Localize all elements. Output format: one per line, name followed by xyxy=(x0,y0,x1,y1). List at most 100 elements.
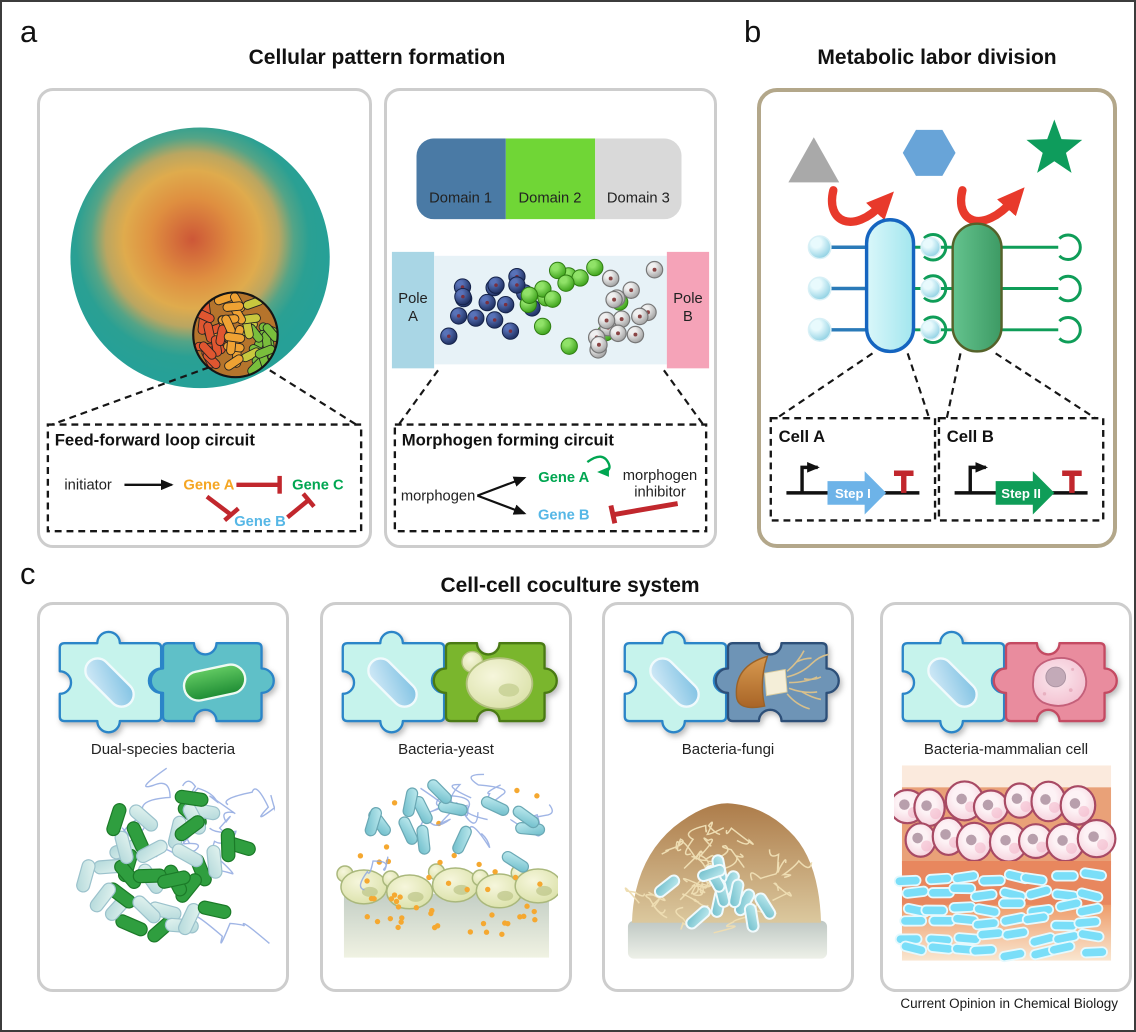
yeast-layer xyxy=(336,863,558,910)
panel-b-label: b xyxy=(744,14,762,49)
puzzle-bacteria-mammalian xyxy=(901,630,1118,734)
cell-b-title: Cell B xyxy=(947,427,994,446)
puzzle-dual-species xyxy=(58,630,275,734)
panel-b-title: Metabolic labor division xyxy=(817,46,1057,69)
panel-a-label: a xyxy=(20,14,38,49)
card-label: Bacteria-yeast xyxy=(398,741,494,758)
conversion-arrow xyxy=(956,186,1025,225)
bacteria-chains xyxy=(894,867,1108,963)
self-activation-loop xyxy=(586,455,611,477)
pole-a-letter: A xyxy=(408,309,418,325)
inhibition-cap xyxy=(223,506,240,523)
intermediate-hexagon-icon xyxy=(902,129,956,176)
activation-arrow xyxy=(476,494,527,515)
inhibition-bar xyxy=(286,497,311,520)
feed-forward-title: Feed-forward loop circuit xyxy=(55,430,256,449)
gene-a-label: Gene A xyxy=(183,478,234,494)
substrate-base xyxy=(627,920,828,959)
gene-b-label: Gene B xyxy=(234,514,286,530)
inhibitor-label-line2: inhibitor xyxy=(634,485,686,501)
bacterium-capsule-icon xyxy=(84,657,135,708)
puzzle-bacteria-fungi xyxy=(623,630,840,734)
dual-species-illustration xyxy=(76,767,275,944)
pole-b-label: Pole xyxy=(673,291,702,307)
cell-a-capsule xyxy=(864,218,916,354)
panel-c-label: c xyxy=(20,556,36,591)
pole-b-letter: B xyxy=(683,309,693,325)
morphogen-label: morphogen xyxy=(401,489,475,505)
substrate-base xyxy=(343,893,550,958)
substrate-triangle-icon xyxy=(788,137,840,183)
callout-line xyxy=(995,352,1096,420)
domain-figure: Domain 1 Domain 2 Domain 3 Pole A Pole B… xyxy=(391,138,710,533)
callout-line xyxy=(397,369,439,426)
domain-2-label: Domain 2 xyxy=(519,190,582,206)
gene-c-label: Gene C xyxy=(292,478,344,494)
callout-line xyxy=(906,353,931,419)
pole-b-bar xyxy=(666,251,710,369)
callout-line xyxy=(945,353,962,419)
product-star-icon xyxy=(1026,119,1083,173)
gene-a-label: Gene A xyxy=(538,470,589,486)
initiator-label: initiator xyxy=(64,478,112,494)
domain-3-label: Domain 3 xyxy=(607,190,670,206)
coculture-card-bacteria-yeast: Bacteria-yeast xyxy=(320,602,572,992)
cell-a-title: Cell A xyxy=(779,427,825,446)
puzzle-bacteria-yeast xyxy=(341,630,558,734)
bacteria-layer xyxy=(364,779,546,873)
pole-a-bar xyxy=(391,251,435,369)
cell-b-capsule xyxy=(951,222,1003,353)
colony-inset-ring xyxy=(192,291,279,379)
card-label: Bacteria-mammalian cell xyxy=(923,741,1089,758)
callout-line xyxy=(269,369,357,426)
inhibition-cap xyxy=(608,504,618,524)
yeast-cell-icon xyxy=(461,650,534,710)
panel-b-box: Cell A Cell B Step I Step II xyxy=(757,88,1117,548)
card-label: Dual-species bacteria xyxy=(90,741,236,758)
pole-a-label: Pole xyxy=(398,291,427,307)
bacterium-capsule-icon xyxy=(367,657,418,708)
bacteria-mammalian-illustration xyxy=(894,765,1117,963)
colony-plate-figure: Feed-forward loop circuit initiator Gene… xyxy=(46,127,363,533)
cell-dots xyxy=(440,258,664,359)
panel-a-right-box: Domain 1 Domain 2 Domain 3 Pole A Pole B… xyxy=(384,88,717,548)
domain-1-label: Domain 1 xyxy=(429,190,492,206)
coculture-card-bacteria-fungi: Bacteria-fungi xyxy=(602,602,854,992)
embedded-bacteria xyxy=(653,854,777,933)
labor-division-figure: Cell A Cell B Step I Step II xyxy=(769,119,1105,522)
callout-line xyxy=(663,369,705,426)
conversion-arrow xyxy=(827,186,894,226)
inhibition-cap xyxy=(301,492,316,508)
domain-bar xyxy=(416,138,682,220)
cell-receptors xyxy=(807,233,1082,344)
bacteria-yeast-illustration xyxy=(336,773,558,958)
epithelial-cell-layer xyxy=(894,780,1117,863)
morphogen-circuit-box xyxy=(393,423,708,533)
coculture-card-dual-species: Dual-species bacteria xyxy=(37,602,289,992)
fungus-mushroom-icon xyxy=(735,650,829,710)
panel-c-title: Cell-cell coculture system xyxy=(440,574,700,597)
inhibitor-label-line1: morphogen xyxy=(623,468,697,484)
card-label: Bacteria-fungi xyxy=(681,741,775,758)
step1-gene-arrow xyxy=(827,471,887,515)
step2-label: Step II xyxy=(1001,486,1041,501)
promoter-arrow xyxy=(968,462,989,493)
gene-b-label: Gene B xyxy=(538,507,590,523)
journal-credit: Current Opinion in Chemical Biology xyxy=(900,996,1118,1011)
mammalian-cell-icon xyxy=(1032,657,1088,707)
inhibition-bar xyxy=(614,501,679,517)
morphogen-circuit-title: Morphogen forming circuit xyxy=(402,430,615,449)
feed-forward-box xyxy=(46,423,363,533)
callout-line xyxy=(776,352,874,420)
step1-label: Step I xyxy=(835,486,871,501)
green-bacterium-icon xyxy=(182,663,247,702)
bacterium-capsule-icon xyxy=(927,657,978,708)
activation-arrow xyxy=(476,476,527,497)
callout-line xyxy=(51,366,210,426)
fungal-dome xyxy=(631,803,822,923)
panel-a-left-box: Feed-forward loop circuit initiator Gene… xyxy=(37,88,372,548)
bacteria-fungi-illustration xyxy=(624,803,828,959)
coculture-card-bacteria-mammalian: Bacteria-mammalian cell xyxy=(880,602,1132,992)
panel-a-title: Cellular pattern formation xyxy=(248,46,506,69)
